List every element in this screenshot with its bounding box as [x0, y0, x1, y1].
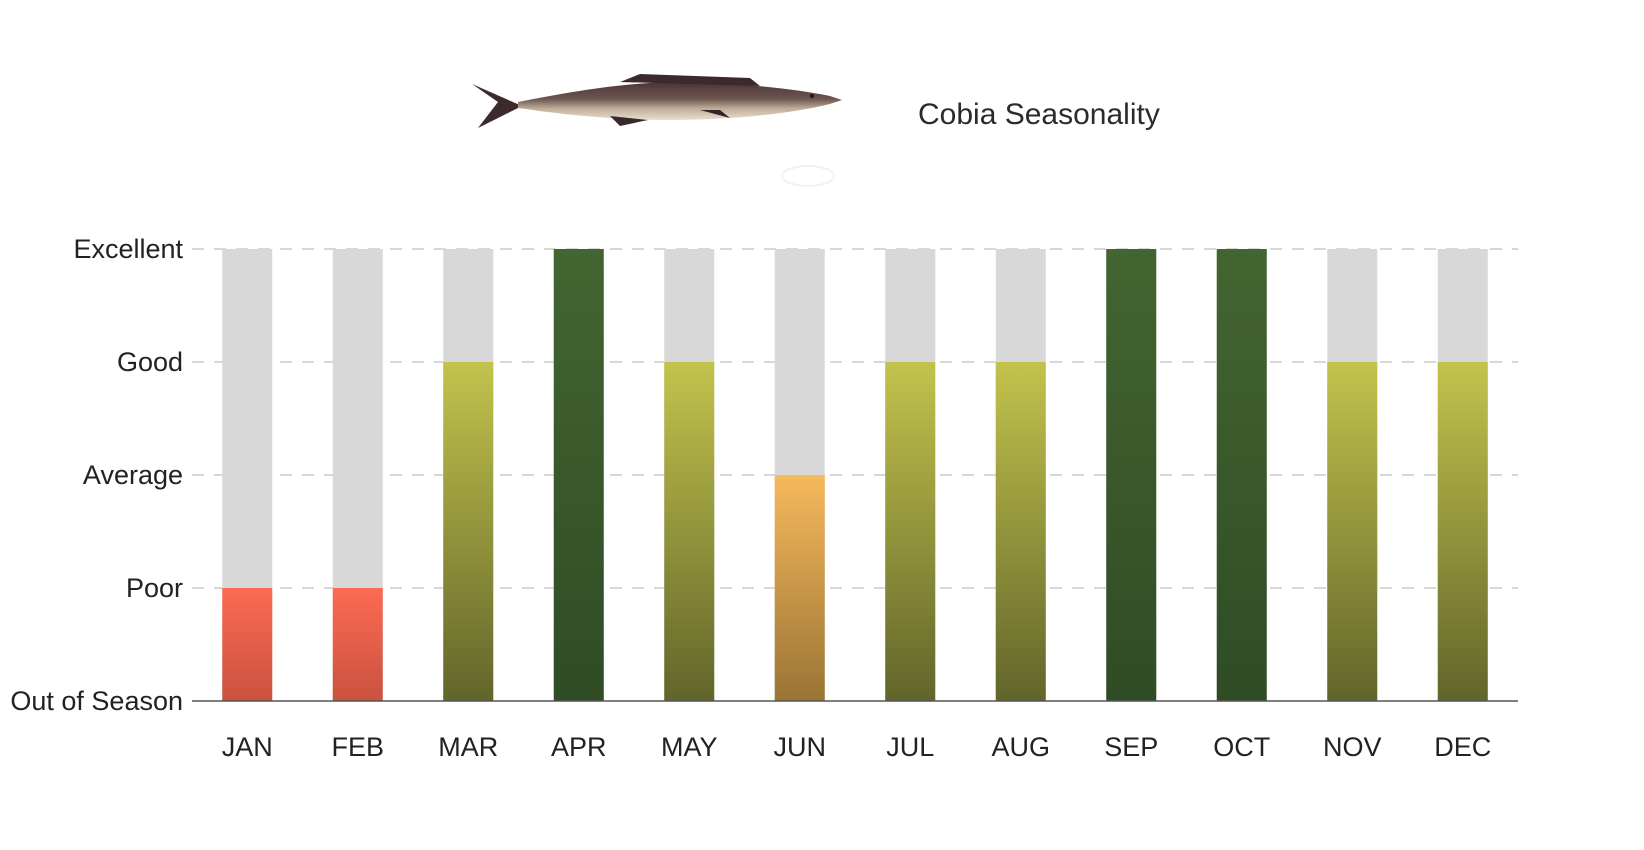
bar-jun[interactable] — [774, 475, 825, 701]
bar-aug[interactable] — [995, 362, 1046, 701]
y-tick-label: Out of Season — [10, 686, 183, 716]
grid-lines — [192, 248, 1518, 589]
x-tick-label: JUL — [886, 732, 934, 762]
bars — [222, 249, 1488, 701]
x-tick-label: OCT — [1213, 732, 1270, 762]
x-tick-label: APR — [551, 732, 607, 762]
y-tick-label: Average — [83, 460, 183, 490]
x-tick-label: MAY — [661, 732, 718, 762]
x-tick-label: JUN — [774, 732, 827, 762]
bar-apr[interactable] — [553, 249, 604, 701]
x-tick-label: JAN — [222, 732, 273, 762]
x-tick-label: AUG — [991, 732, 1050, 762]
x-tick-label: DEC — [1434, 732, 1491, 762]
y-tick-label: Poor — [126, 573, 183, 603]
x-tick-label: MAR — [438, 732, 498, 762]
bar-dec[interactable] — [1437, 362, 1488, 701]
y-tick-label: Good — [117, 347, 183, 377]
bar-nov[interactable] — [1327, 362, 1378, 701]
bar-jan[interactable] — [222, 588, 273, 701]
x-tick-label: NOV — [1323, 732, 1382, 762]
x-tick-label: SEP — [1104, 732, 1158, 762]
bar-may[interactable] — [664, 362, 715, 701]
y-tick-label: Excellent — [73, 234, 183, 264]
bar-feb[interactable] — [332, 588, 383, 701]
cobia-fish-image — [472, 74, 842, 187]
bar-oct[interactable] — [1216, 249, 1267, 701]
bar-jul[interactable] — [885, 362, 936, 701]
chart-title: Cobia Seasonality — [918, 98, 1160, 131]
bar-mar[interactable] — [443, 362, 494, 701]
x-tick-label: FEB — [331, 732, 384, 762]
axes: Out of Season Poor Average Good Excellent JAN… — [10, 234, 1518, 762]
bar-sep[interactable] — [1106, 249, 1157, 701]
